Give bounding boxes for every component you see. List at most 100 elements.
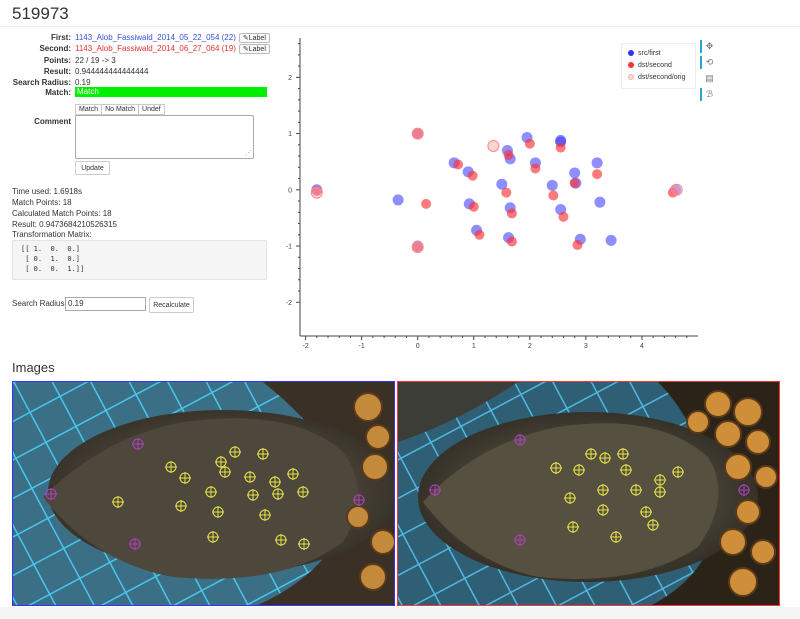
y-tick-label: -2 [286,300,292,307]
scatter-point-src-first [605,234,617,246]
title-divider [0,26,800,27]
scatter-point-dst-second [548,190,559,201]
scatter-point-dst-second-orig [411,127,424,140]
match-row: Match: [0,87,270,98]
search-radius-row: Search Radius: 0.19 [0,77,270,88]
calc-result-text: Result: 0.9473684210526315 [12,220,117,229]
x-tick-label: -2 [302,343,308,350]
scatter-point-dst-second [569,178,580,189]
resize-grip-icon[interactable]: ⋰ [245,150,252,157]
scatter-point-dst-second [503,149,514,160]
legend-item-dst-second: dst/second [628,61,672,71]
scatter-point-src-first [546,179,558,191]
result-value: 0.944444444444444 [75,67,149,76]
legend-label: dst/second/orig [638,74,686,81]
undef-button[interactable]: Undef [138,104,165,115]
scatter-point-dst-second [468,201,479,212]
x-tick-label: 3 [584,343,588,350]
search-radius-value: 0.19 [75,78,91,87]
matrix-row: [ 0. 0. 1.]] [21,265,85,273]
scatter-point-dst-second [467,170,478,181]
match-label: Match: [45,88,71,97]
first-label: First: [51,33,71,42]
scatter-point-dst-second-orig [487,139,500,152]
scatter-point-dst-second [506,236,517,247]
scatter-point-dst-second [572,239,583,250]
matrix-row: [ 0. 1. 0.] [21,255,81,263]
result-row: Result: 0.944444444444444 [0,66,270,77]
second-label-button[interactable]: ✎Label [238,44,270,54]
first-image-link[interactable]: 1143_Alob_Fassiwald_2014_05_22_054 (22) [75,33,236,42]
legend-dot [628,50,634,57]
y-tick-label: 0 [288,187,292,194]
scatter-point-src-first [591,157,603,169]
search-radius-label: Search Radius: [12,78,71,87]
recalculate-button[interactable]: Recalculate [149,297,194,313]
y-tick-label: 2 [288,75,292,82]
matrix-row: [[ 1. 0. 0.] [21,245,81,253]
scatter-point-dst-second [506,208,517,219]
pencil-icon: ✎ [242,35,249,42]
legend-label: dst/second [638,62,672,69]
comment-textarea[interactable]: ⋰ [75,115,254,159]
first-label-button-text: Label [248,35,266,42]
recalc-radius-input[interactable]: 0.19 [65,297,146,311]
scatter-point-dst-second-orig [310,186,323,199]
second-label: Second: [39,44,71,53]
tool-active-indicator [700,56,702,69]
points-value: 22 / 19 -> 3 [75,56,116,65]
y-tick-label: 1 [288,131,292,138]
scatter-point-dst-second [524,138,535,149]
save-icon[interactable]: ▤ [705,73,714,83]
points-row: Points: 22 / 19 -> 3 [0,55,270,66]
legend-label: src/first [638,50,661,57]
legend-dot [628,74,634,81]
match-status-bar: Match [75,87,267,97]
scatter-point-src-first [555,134,567,146]
scatter-point-dst-second-orig [411,241,424,254]
points-label: Points: [43,56,71,65]
match-button-group: Match No Match Undef [75,104,165,115]
x-tick-label: -1 [359,343,365,350]
comment-label: Comment [34,117,71,126]
match-button[interactable]: Match [75,104,103,115]
pan-icon[interactable]: ✥ [705,41,714,51]
x-tick-label: 2 [528,343,532,350]
bottom-bar [0,607,800,619]
chart-legend: src/first dst/second dst/second/orig [621,43,696,89]
match-points-text: Match Points: 18 [12,198,72,207]
scatter-point-dst-second [592,169,603,180]
update-button[interactable]: Update [75,161,110,175]
tool-active-indicator [700,88,702,101]
scatter-plot[interactable]: -2 -1 0 1 2 3 4 -2 -1 0 1 2 [280,34,700,356]
scatter-point-dst-second [453,159,464,170]
x-tick-label: 0 [416,343,420,350]
transformation-matrix: [[ 1. 0. 0.] [ 0. 1. 0.] [ 0. 0. 1.]] [12,240,267,280]
no-match-button[interactable]: No Match [101,104,140,115]
hover-icon[interactable]: ℬ [705,89,714,99]
scatter-point-src-first [392,194,404,206]
images-heading: Images [12,360,55,375]
scatter-point-dst-second-orig [670,183,683,196]
time-used-text: Time used: 1.6918s [12,187,82,196]
scatter-point-src-first [569,167,581,179]
legend-item-dst-second-orig: dst/second/orig [628,73,685,83]
scatter-point-dst-second [501,187,512,198]
first-label-button[interactable]: ✎Label [238,33,270,43]
recalc-radius-label: Search Radius: [12,299,67,308]
second-frog-image [397,381,780,606]
scatter-point-src-first [496,178,508,190]
y-tick-label: -1 [286,244,292,251]
transformation-matrix-label: Transformation Matrix: [12,230,92,239]
pencil-icon: ✎ [242,46,249,53]
page-title: 519973 [12,4,69,23]
scatter-point-src-first [594,196,606,208]
scatter-point-dst-second [474,229,485,240]
scatter-point-dst-second [555,142,566,153]
calculated-match-points-text: Calculated Match Points: 18 [12,209,112,218]
x-tick-label: 1 [472,343,476,350]
wheel-zoom-icon[interactable]: ⟲ [705,57,714,67]
second-label-button-text: Label [248,46,266,53]
result-label: Result: [43,67,71,76]
second-image-link[interactable]: 1143_Alob_Fassiwald_2014_06_27_064 (19) [75,44,236,53]
